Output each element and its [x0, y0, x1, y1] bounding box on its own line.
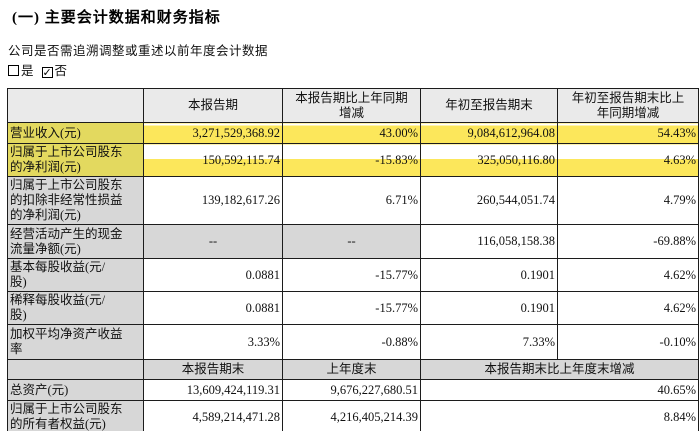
restatement-options: 是 ✓ 否 — [8, 60, 75, 79]
table-row-net-profit: 归属于上市公司股东 的净利润(元) 150,592,115.74 -15.83%… — [7, 143, 699, 177]
cell-value: 260,544,051.74 — [420, 176, 558, 225]
cell-value: 54.43% — [557, 122, 699, 144]
column-header: 年初至报告期末 — [420, 88, 558, 123]
option-no: ✓ 否 — [41, 64, 68, 79]
table-row-net-profit-after-nonrecurring: 归属于上市公司股东 的扣除非经常性损益 的净利润(元) 139,182,617.… — [7, 176, 699, 225]
cell-value: 3,271,529,368.92 — [143, 122, 283, 144]
header-corner-cell — [7, 359, 144, 380]
cell-value: 8.84% — [420, 400, 699, 431]
table-header-row-period: 本报告期 本报告期比上年同期 增减 年初至报告期末 年初至报告期末比上 年同期增… — [7, 88, 699, 123]
cell-value: -0.10% — [557, 324, 699, 360]
cell-value: 4,589,214,471.28 — [143, 400, 283, 431]
cell-value: 4.63% — [557, 143, 699, 177]
cell-value: 7.33% — [420, 324, 558, 360]
column-header: 年初至报告期末比上 年同期增减 — [557, 88, 699, 123]
table-row-equity-attributable: 归属于上市公司股东 的所有者权益(元) 4,589,214,471.28 4,2… — [7, 400, 699, 431]
cell-value: 0.1901 — [420, 258, 558, 292]
column-header: 上年度末 — [282, 359, 421, 380]
cell-value: -- — [143, 224, 283, 259]
cell-value: 325,050,116.80 — [420, 143, 558, 177]
restatement-question: 公司是否需追溯调整或重述以前年度会计数据 — [8, 44, 269, 58]
table-row-operating-revenue: 营业收入(元) 3,271,529,368.92 43.00% 9,084,61… — [7, 122, 699, 144]
cell-value: -0.88% — [282, 324, 421, 360]
table-row-operating-cash-flow: 经营活动产生的现金 流量净额(元) -- -- 116,058,158.38 -… — [7, 224, 699, 259]
column-header: 本报告期比上年同期 增减 — [282, 88, 421, 123]
option-no-label: 否 — [54, 64, 68, 78]
cell-value: -- — [282, 224, 421, 259]
cell-value: 4.62% — [557, 258, 699, 292]
row-label: 营业收入(元) — [7, 122, 144, 144]
cell-value: 4.62% — [557, 291, 699, 325]
header-corner-cell — [7, 88, 144, 123]
cell-value: 9,084,612,964.08 — [420, 122, 558, 144]
row-label: 归属于上市公司股东 的所有者权益(元) — [7, 400, 144, 431]
cell-value: 0.0881 — [143, 291, 283, 325]
cell-value: -15.83% — [282, 143, 421, 177]
cell-value: 3.33% — [143, 324, 283, 360]
no-checkbox-checked-icon: ✓ — [41, 66, 53, 79]
section-title: (一) 主要会计数据和财务指标 — [12, 10, 221, 26]
cell-value: -15.77% — [282, 291, 421, 325]
cell-value: 0.0881 — [143, 258, 283, 292]
cell-value: 150,592,115.74 — [143, 143, 283, 177]
cell-value: -15.77% — [282, 258, 421, 292]
table-row-total-assets: 总资产(元) 13,609,424,119.31 9,676,227,680.5… — [7, 379, 699, 401]
table-row-diluted-eps: 稀释每股收益(元/ 股) 0.0881 -15.77% 0.1901 4.62% — [7, 291, 699, 325]
cell-value: -69.88% — [557, 224, 699, 259]
row-label: 归属于上市公司股东 的净利润(元) — [7, 143, 144, 177]
column-header: 本报告期末比上年度末增减 — [420, 359, 699, 380]
cell-value: 40.65% — [420, 379, 699, 401]
option-yes-label: 是 — [21, 64, 34, 78]
yes-checkbox-unchecked-icon — [8, 65, 19, 76]
row-label: 基本每股收益(元/ 股) — [7, 258, 144, 292]
cell-value: 43.00% — [282, 122, 421, 144]
cell-value: 9,676,227,680.51 — [282, 379, 421, 401]
cell-value: 4.79% — [557, 176, 699, 225]
check-icon: ✓ — [42, 66, 52, 79]
cell-value: 139,182,617.26 — [143, 176, 283, 225]
cell-value: 116,058,158.38 — [420, 224, 558, 259]
table-row-weighted-avg-roe: 加权平均净资产收益 率 3.33% -0.88% 7.33% -0.10% — [7, 324, 699, 360]
cell-value: 4,216,405,214.39 — [282, 400, 421, 431]
table-header-row-period-end: 本报告期末 上年度末 本报告期末比上年度末增减 — [7, 359, 699, 380]
cell-value: 6.71% — [282, 176, 421, 225]
cell-value: 13,609,424,119.31 — [143, 379, 283, 401]
row-label: 归属于上市公司股东 的扣除非经常性损益 的净利润(元) — [7, 176, 144, 225]
financial-indicators-table: 本报告期 本报告期比上年同期 增减 年初至报告期末 年初至报告期末比上 年同期增… — [7, 88, 699, 431]
option-yes: 是 — [8, 64, 34, 78]
row-label: 总资产(元) — [7, 379, 144, 401]
column-header: 本报告期 — [143, 88, 283, 123]
cell-value: 0.1901 — [420, 291, 558, 325]
row-label: 加权平均净资产收益 率 — [7, 324, 144, 360]
column-header: 本报告期末 — [143, 359, 283, 380]
row-label: 经营活动产生的现金 流量净额(元) — [7, 224, 144, 259]
row-label: 稀释每股收益(元/ 股) — [7, 291, 144, 325]
table-row-basic-eps: 基本每股收益(元/ 股) 0.0881 -15.77% 0.1901 4.62% — [7, 258, 699, 292]
